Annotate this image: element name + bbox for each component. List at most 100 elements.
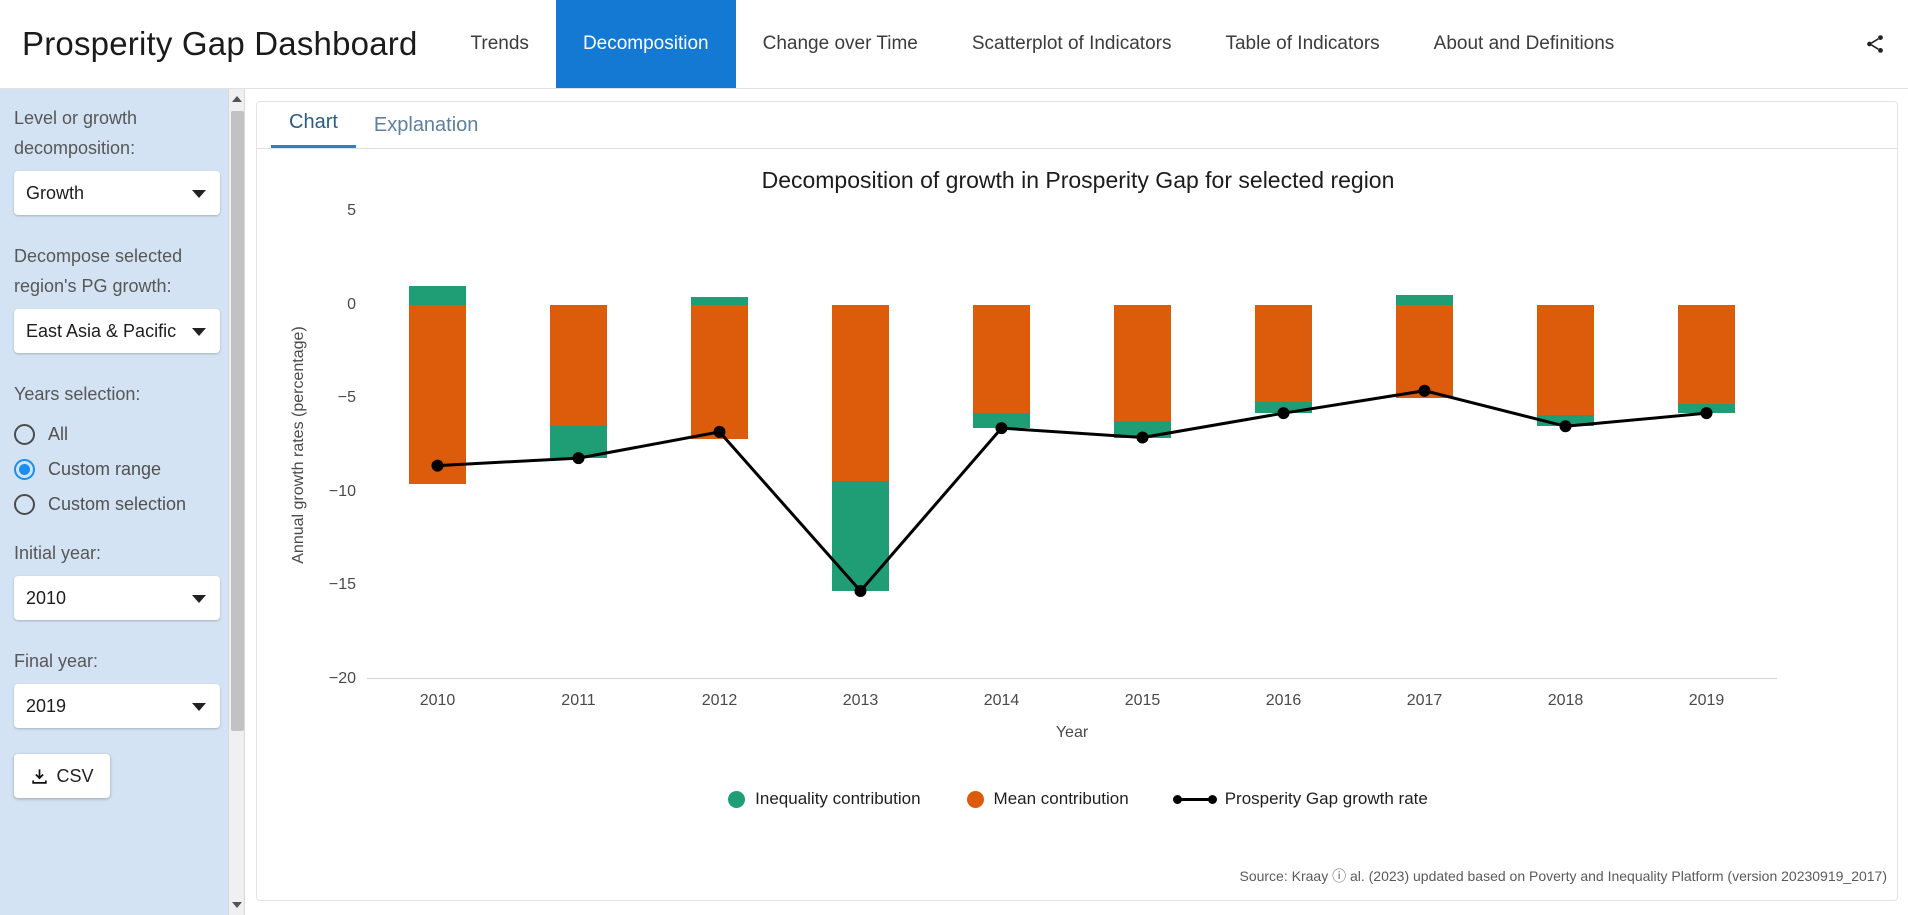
bar-mean-contribution[interactable]	[1678, 304, 1735, 404]
x-axis-tick: 2014	[983, 692, 1020, 709]
nav-tab-scatterplot-of-indicators[interactable]: Scatterplot of Indicators	[971, 33, 1172, 54]
x-axis-tick: 2016	[1265, 692, 1302, 709]
bar-mean-contribution[interactable]	[1396, 304, 1453, 399]
x-axis-line	[367, 678, 1777, 679]
nav-tab-decomposition[interactable]: Decomposition	[555, 0, 736, 88]
x-axis-tick: 2019	[1688, 692, 1725, 709]
scroll-down-arrow-icon[interactable]	[232, 902, 242, 908]
csv-button-label: CSV	[56, 765, 94, 786]
bar-mean-contribution[interactable]	[832, 304, 889, 481]
legend-swatch-growth-rate	[1172, 794, 1217, 804]
source-note: Source: Kraay ⓘ al. (2023) updated based…	[1239, 868, 1887, 884]
app-title: Prosperity Gap Dashboard	[22, 25, 418, 62]
radio-option-custom-range[interactable]: Custom range	[14, 452, 214, 487]
legend-swatch-mean	[966, 790, 984, 808]
region-select[interactable]: East Asia & Pacific	[14, 309, 220, 353]
bar-mean-contribution[interactable]	[1537, 304, 1594, 416]
chevron-down-icon	[192, 190, 206, 198]
radio-label-all: All	[48, 424, 69, 444]
x-axis-tick: 2012	[701, 692, 738, 709]
tab-explanation[interactable]: Explanation	[373, 114, 479, 136]
x-axis-tick: 2011	[561, 692, 596, 709]
bar-inequality-contribution[interactable]	[1396, 295, 1453, 305]
bar-inequality-contribution[interactable]	[832, 480, 889, 591]
y-axis-tick: −5	[337, 389, 356, 407]
growth-rate-marker[interactable]	[713, 425, 726, 438]
nav-tab-about-and-definitions[interactable]: About and Definitions	[1433, 33, 1615, 54]
radio-option-all[interactable]: All	[14, 417, 214, 452]
y-axis-tick: 0	[347, 295, 356, 313]
final-year-value: 2019	[26, 695, 67, 716]
growth-rate-marker[interactable]	[572, 452, 585, 465]
growth-rate-line-path	[437, 389, 1707, 594]
decomposition-chart: Decomposition of growth in Prosperity Ga…	[257, 149, 1899, 894]
bar-inequality-contribution[interactable]	[973, 413, 1030, 429]
radio-icon-all	[14, 424, 35, 445]
csv-download-button[interactable]: CSV	[14, 754, 110, 798]
bar-mean-contribution[interactable]	[1255, 304, 1312, 402]
bar-mean-contribution[interactable]	[1114, 304, 1171, 421]
x-axis-tick: 2017	[1406, 692, 1443, 709]
main-nav-tabs: Trends Decomposition Change over Time Sc…	[444, 0, 1642, 88]
controls-sidebar: Level or growth decomposition: Growth De…	[0, 89, 228, 915]
nav-tab-change-over-time[interactable]: Change over Time	[762, 33, 918, 54]
chevron-down-icon	[192, 595, 206, 603]
top-navbar: Prosperity Gap Dashboard Trends Decompos…	[0, 0, 1908, 89]
x-axis-tick: 2015	[1124, 692, 1161, 709]
bar-mean-contribution[interactable]	[409, 304, 466, 485]
growth-rate-marker[interactable]	[1418, 384, 1431, 397]
region-select-label: Decompose selected region's PG growth:	[14, 246, 183, 296]
y-axis-tick: −20	[328, 670, 356, 687]
decomposition-type-select[interactable]: Growth	[14, 171, 220, 215]
radio-icon-custom-range	[14, 459, 35, 480]
chart-legend: Inequality contribution Mean contributio…	[257, 789, 1899, 809]
growth-rate-marker[interactable]	[1277, 407, 1290, 420]
growth-rate-marker[interactable]	[1700, 407, 1713, 420]
scroll-up-arrow-icon[interactable]	[232, 96, 242, 102]
initial-year-label: Initial year:	[14, 543, 102, 563]
bar-mean-contribution[interactable]	[550, 304, 607, 427]
growth-rate-marker[interactable]	[431, 459, 444, 472]
y-axis-tick: −10	[328, 482, 356, 500]
radio-icon-custom-selection	[14, 494, 35, 515]
tab-chart[interactable]: Chart	[271, 111, 356, 148]
nav-tab-table-of-indicators[interactable]: Table of Indicators	[1225, 33, 1380, 54]
growth-rate-marker[interactable]	[854, 585, 867, 598]
y-axis-tick: −15	[328, 576, 356, 594]
nav-tab-trends[interactable]: Trends	[470, 33, 529, 54]
chart-card: Chart Explanation Decomposition of growt…	[256, 101, 1898, 901]
bar-mean-contribution[interactable]	[691, 304, 748, 440]
legend-label-mean: Mean contribution	[993, 789, 1129, 808]
growth-rate-marker[interactable]	[995, 422, 1008, 435]
chart-title: Decomposition of growth in Prosperity Ga…	[761, 167, 1395, 193]
bar-inequality-contribution[interactable]	[691, 297, 748, 305]
x-axis-label: Year	[1055, 724, 1089, 741]
bar-mean-contribution[interactable]	[973, 304, 1030, 414]
growth-rate-marker[interactable]	[1136, 431, 1149, 444]
download-icon	[32, 768, 48, 784]
share-icon[interactable]	[1842, 0, 1908, 88]
initial-year-select[interactable]: 2010	[14, 576, 220, 620]
radio-option-custom-selection[interactable]: Custom selection	[14, 487, 214, 522]
legend-swatch-inequality	[728, 790, 746, 808]
sidebar-scroll-thumb[interactable]	[231, 111, 244, 731]
region-value: East Asia & Pacific	[26, 320, 177, 341]
y-axis-tick: 5	[347, 202, 356, 219]
growth-rate-marker[interactable]	[1559, 420, 1572, 433]
final-year-select[interactable]: 2019	[14, 684, 220, 728]
bar-inequality-contribution[interactable]	[1114, 420, 1171, 438]
chevron-down-icon	[192, 703, 206, 711]
radio-label-custom-range: Custom range	[48, 459, 162, 479]
bar-inequality-contribution[interactable]	[409, 285, 466, 305]
x-axis-tick: 2013	[842, 692, 879, 709]
x-axis-tick: 2018	[1547, 692, 1584, 709]
panel-tabs: Chart Explanation	[257, 102, 1897, 149]
legend-item-growth-rate[interactable]: Prosperity Gap growth rate	[1172, 789, 1428, 809]
decomposition-type-value: Growth	[26, 182, 85, 203]
legend-item-inequality[interactable]: Inequality contribution	[728, 789, 921, 809]
legend-item-mean[interactable]: Mean contribution	[966, 789, 1129, 809]
sidebar-scrollbar[interactable]	[228, 89, 245, 915]
initial-year-value: 2010	[26, 587, 67, 608]
decomposition-type-label: Level or growth decomposition:	[14, 108, 138, 158]
x-axis-tick: 2010	[419, 692, 456, 709]
